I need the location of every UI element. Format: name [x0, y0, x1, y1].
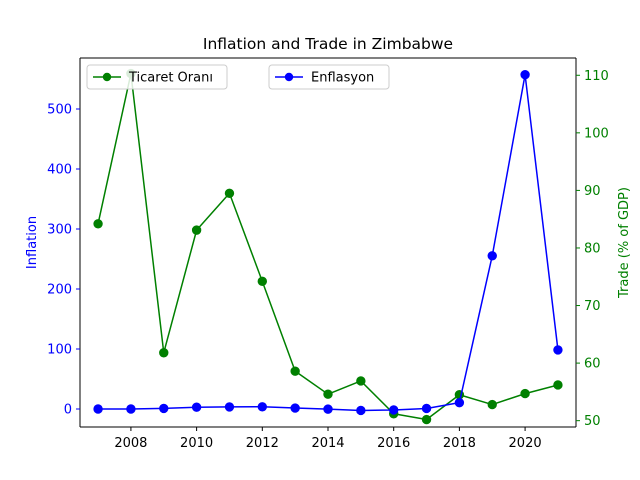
inflation-point — [487, 251, 497, 261]
legend-trade: Ticaret Oranı — [86, 64, 228, 90]
trade-point — [553, 380, 563, 390]
inflation-point — [323, 404, 333, 414]
trade-point — [520, 388, 530, 399]
inflation-point — [454, 397, 465, 408]
inflation-point — [191, 402, 202, 412]
trade-point — [290, 366, 300, 376]
right-y-tick-label: 70 — [584, 299, 601, 314]
left-y-tick-label: 500 — [47, 103, 72, 118]
inflation-point — [224, 402, 235, 412]
inflation-point — [389, 405, 399, 415]
trade-point — [93, 219, 103, 229]
inflation-point — [159, 403, 169, 414]
inflation-point — [290, 403, 300, 413]
plot-area: 2008 2010 2012 2014 2016 2018 2020 0 100 200 300 40… — [25, 57, 632, 451]
inflation-point — [126, 404, 136, 414]
left-axis-label: Inflation — [25, 216, 40, 269]
x-tick-label: 2014 — [311, 436, 344, 451]
x-tick-label: 2010 — [180, 436, 213, 451]
trade-point — [356, 376, 366, 386]
x-tick-label: 2012 — [246, 436, 279, 451]
left-y-tick-label: 300 — [47, 223, 72, 238]
left-y-tick-label: 200 — [47, 283, 72, 298]
right-y-tick-label: 110 — [584, 69, 609, 84]
inflation-series-line — [98, 73, 559, 412]
right-y-tick-label: 90 — [584, 184, 601, 199]
right-y-tick-label: 100 — [584, 126, 609, 141]
trade-point — [487, 399, 497, 410]
right-axis-label: Trade (% of GDP) — [617, 187, 632, 299]
left-y-tick-label: 0 — [64, 403, 72, 418]
x-tick-label: 2020 — [509, 436, 542, 451]
legend-trade-marker — [102, 72, 112, 82]
legend-inflation-label: Enflasyon — [311, 71, 374, 86]
trade-point — [191, 225, 202, 235]
inflation-point — [553, 345, 563, 355]
trade-series-line — [97, 72, 559, 421]
legend-inflation-marker — [284, 72, 294, 82]
trade-point — [257, 276, 267, 287]
trade-point — [323, 389, 333, 399]
legend-inflation-box — [268, 64, 390, 90]
legend-inflation: Enflasyon — [268, 64, 390, 90]
x-tick-label: 2016 — [377, 436, 410, 451]
trade-point — [224, 188, 235, 198]
right-y-tick-label: 80 — [584, 241, 601, 256]
x-tick-label: 2008 — [114, 436, 147, 451]
inflation-point — [356, 405, 366, 416]
legend-trade-box — [86, 64, 228, 90]
inflation-point — [257, 402, 267, 412]
left-y-tick-label: 100 — [47, 343, 72, 358]
inflation-point — [421, 403, 432, 414]
inflation-point — [93, 404, 103, 414]
trade-point — [159, 348, 169, 358]
trade-point — [421, 414, 432, 425]
left-y-tick-label: 400 — [47, 163, 72, 178]
inflation-point — [520, 69, 530, 80]
chart-title: Inflation and Trade in Zimbabwe — [203, 35, 453, 53]
right-y-tick-label: 50 — [584, 414, 601, 429]
legend-trade-label: Ticaret Oranı — [128, 71, 213, 86]
right-y-tick-label: 60 — [584, 357, 601, 372]
x-tick-label: 2018 — [443, 436, 476, 451]
